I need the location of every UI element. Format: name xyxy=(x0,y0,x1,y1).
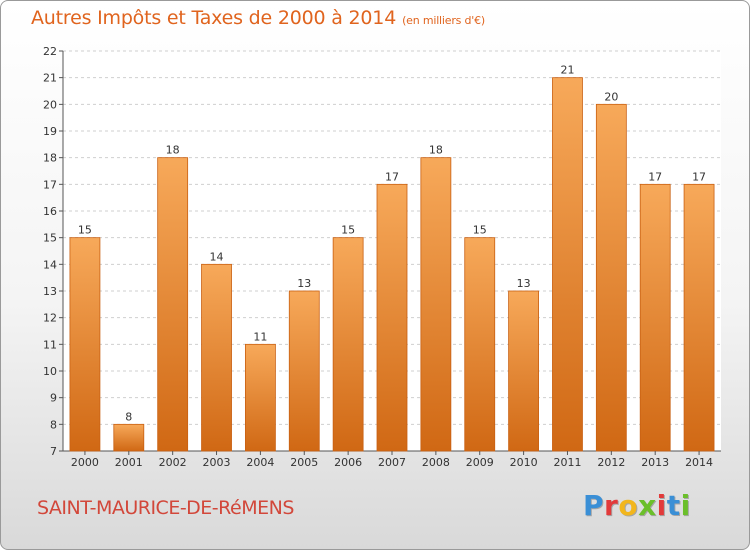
bar-value-label: 14 xyxy=(210,250,224,263)
bar-value-label: 17 xyxy=(385,170,399,183)
bar xyxy=(69,237,101,452)
bar-value-label: 21 xyxy=(560,64,574,77)
bar-value-label: 13 xyxy=(517,277,531,290)
logo-letter: o xyxy=(618,489,639,522)
x-tick-label: 2006 xyxy=(334,456,362,469)
x-tick-label: 2004 xyxy=(246,456,274,469)
chart-title: Autres Impôts et Taxes de 2000 à 2014 (en… xyxy=(31,7,485,29)
bar xyxy=(595,103,627,452)
y-tick-label: 21 xyxy=(43,72,57,85)
bar-value-label: 15 xyxy=(473,224,487,237)
bar xyxy=(376,183,408,452)
x-tick-label: 2009 xyxy=(466,456,494,469)
x-tick-label: 2003 xyxy=(203,456,231,469)
y-tick-label: 14 xyxy=(43,258,57,271)
bar-value-label: 15 xyxy=(78,224,92,237)
bar xyxy=(464,237,496,452)
commune-name: SAINT-MAURICE-DE-RéMENS xyxy=(37,497,294,519)
bar xyxy=(244,343,276,452)
x-tick-label: 2012 xyxy=(597,456,625,469)
y-tick-label: 20 xyxy=(43,98,57,111)
y-tick-label: 9 xyxy=(50,392,57,405)
bar-value-label: 17 xyxy=(648,170,662,183)
bar-value-label: 15 xyxy=(341,224,355,237)
bar-value-label: 18 xyxy=(166,144,180,157)
bar-value-label: 13 xyxy=(297,277,311,290)
chart-unit: (en milliers d'€) xyxy=(402,14,485,27)
logo-letter: x xyxy=(638,489,657,522)
bar xyxy=(683,183,715,452)
x-tick-label: 2000 xyxy=(71,456,99,469)
logo-letter: i xyxy=(680,489,691,522)
bar xyxy=(113,423,145,452)
bar xyxy=(288,290,320,452)
x-tick-label: 2010 xyxy=(510,456,538,469)
proxiti-logo[interactable]: Proxiti xyxy=(583,489,691,522)
y-tick-label: 11 xyxy=(43,338,57,351)
y-tick-label: 17 xyxy=(43,178,57,191)
bar-value-label: 18 xyxy=(429,144,443,157)
x-tick-label: 2014 xyxy=(685,456,713,469)
chart-title-text: Autres Impôts et Taxes de 2000 à 2014 xyxy=(31,7,397,29)
x-tick-label: 2007 xyxy=(378,456,406,469)
y-tick-label: 7 xyxy=(50,445,57,458)
bar-value-label: 11 xyxy=(253,330,267,343)
bar xyxy=(157,157,189,452)
bar xyxy=(552,77,583,452)
bar xyxy=(420,157,452,452)
bar xyxy=(639,183,671,452)
y-tick-label: 13 xyxy=(43,285,57,298)
x-tick-label: 2002 xyxy=(159,456,187,469)
bar-value-label: 17 xyxy=(692,170,706,183)
y-tick-label: 15 xyxy=(43,232,57,245)
y-tick-label: 8 xyxy=(50,418,57,431)
y-tick-label: 19 xyxy=(43,125,57,138)
bar xyxy=(508,290,540,452)
logo-letter: t xyxy=(666,489,681,522)
y-tick-label: 12 xyxy=(43,312,57,325)
y-tick-label: 22 xyxy=(43,45,57,58)
x-tick-label: 2005 xyxy=(290,456,318,469)
y-tick-label: 18 xyxy=(43,152,57,165)
bar-value-label: 8 xyxy=(125,410,132,423)
logo-letter: P xyxy=(583,489,605,522)
y-tick-label: 16 xyxy=(43,205,57,218)
bar xyxy=(332,237,364,452)
logo-letter: i xyxy=(656,489,667,522)
x-tick-label: 2013 xyxy=(641,456,669,469)
bar xyxy=(201,263,232,452)
bar-value-label: 20 xyxy=(604,90,618,103)
logo-letter: r xyxy=(604,489,619,522)
x-tick-label: 2011 xyxy=(553,456,581,469)
x-tick-label: 2001 xyxy=(115,456,143,469)
y-tick-label: 10 xyxy=(43,365,57,378)
x-tick-label: 2008 xyxy=(422,456,450,469)
